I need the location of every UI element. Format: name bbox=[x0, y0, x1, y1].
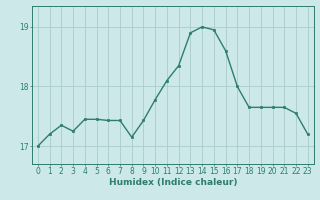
X-axis label: Humidex (Indice chaleur): Humidex (Indice chaleur) bbox=[108, 178, 237, 187]
